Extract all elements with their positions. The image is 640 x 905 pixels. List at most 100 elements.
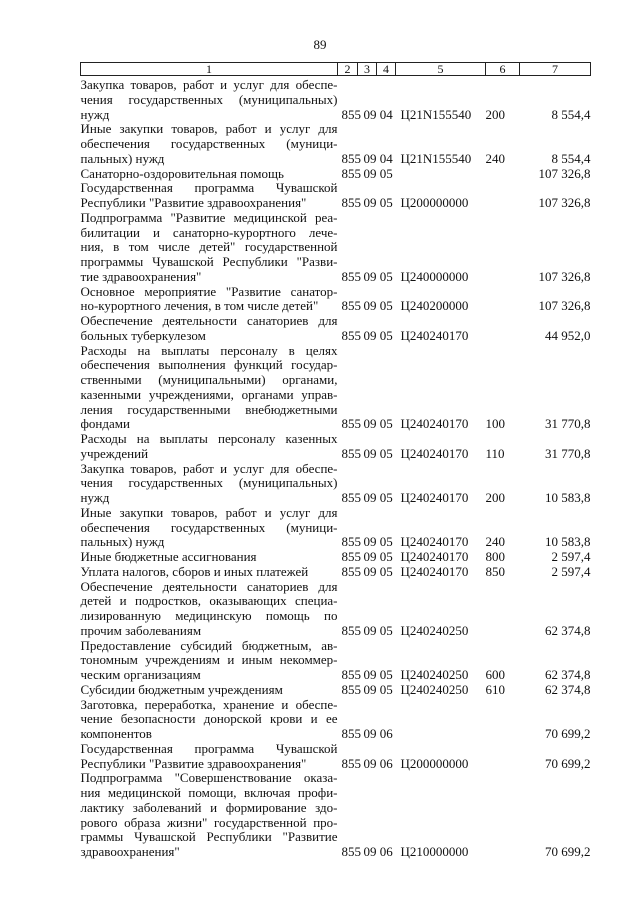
amount: 62 374,8 — [545, 667, 591, 682]
amount: 10 583,8 — [545, 490, 591, 505]
description-line: учреждений — [80, 445, 149, 461]
description-line: Закупка товаров, работ и услуг для обесп… — [80, 77, 338, 92]
amount: 70 699,2 — [545, 726, 591, 741]
amount: 107 326,8 — [538, 268, 591, 284]
table-row: Обеспечение деятельности санаториев для д… — [80, 578, 591, 639]
expense-type — [486, 771, 520, 860]
ministry-code: 855 — [341, 726, 362, 741]
description-line: Подпрограмма "Совершенствование оказа- — [80, 770, 338, 786]
section-code: 09 05 — [363, 195, 393, 210]
row-description: Расходы на выплаты персоналу казенных учр… — [80, 431, 338, 462]
target-article: Ц240200000 — [400, 298, 469, 314]
amount: 70 699,2 — [545, 844, 591, 859]
description-line: обеспечения государственных (муници- — [80, 519, 338, 535]
description-line: тие здравоохранения" — [80, 268, 202, 284]
table-row: Расходы на выплаты персоналу казенных учр… — [80, 431, 591, 462]
description-line: обеспечения государственных (муници- — [80, 136, 338, 151]
row-description: Закупка товаров, работ и услуг для обесп… — [81, 76, 338, 123]
description-line: здравоохранения" — [80, 844, 180, 859]
amount: 62 374,8 — [545, 622, 591, 638]
description-line: Основное мероприятие "Развитие санатор- — [80, 283, 338, 299]
description-line: тономным учреждениям и иным некоммер- — [80, 652, 338, 668]
section-code: 09 05 — [363, 667, 393, 682]
description-line: фондами — [80, 416, 130, 432]
description-line: Расходы на выплаты персоналу в целях — [80, 342, 338, 358]
expense-type: 600 — [485, 667, 506, 682]
amount: 107 326,8 — [538, 298, 591, 314]
target-article: Ц240240170 — [400, 327, 469, 343]
page-number: 89 — [313, 37, 327, 52]
ministry-code: 855 — [341, 165, 362, 181]
description-line: рового образа жизни" государственной про… — [80, 814, 338, 830]
description-line: Санаторно-оздоровительная помощь — [80, 165, 284, 181]
amount: 31 770,8 — [545, 416, 591, 432]
target-article: Ц240240170 — [400, 563, 469, 579]
row-description: Обеспечение деятельности санаториев для б… — [80, 313, 338, 344]
amount: 62 374,8 — [545, 681, 591, 697]
table-row: Субсидии бюджетным учреждениям 855 09 05 Ц2… — [80, 681, 591, 698]
description-line: ния медицинской помощи, включая профи- — [80, 785, 338, 800]
amount: 70 699,2 — [545, 755, 591, 771]
table-row: Заготовка, переработка, хранение и обесп… — [80, 696, 591, 742]
expense-type: 240 — [485, 534, 506, 550]
row-description: Государственная программа Чувашской Респу… — [81, 180, 338, 211]
description-line: обеспечения выполнения функций государ- — [80, 357, 338, 373]
table-row: Иные бюджетные ассигнования 855 09 05 Ц2402… — [80, 549, 591, 565]
target-article: Ц21N155540 — [400, 106, 472, 122]
expense-type: 200 — [485, 490, 506, 505]
table-row: Государственная программа Чувашской Респу… — [81, 180, 591, 211]
amount: 10 583,8 — [545, 534, 591, 550]
table-row: Закупка товаров, работ и услуг для обесп… — [80, 461, 591, 506]
header-col-6: 6 — [485, 62, 520, 76]
description-line: пальных) нужд — [80, 150, 165, 166]
header-col-7: 7 — [519, 62, 591, 76]
expense-type: 800 — [485, 549, 506, 564]
table-row: Подпрограмма "Совершенствование оказа-ни… — [80, 770, 591, 860]
ministry-code: 855 — [341, 445, 362, 461]
table-row: Санаторно-оздоровительная помощь 855 09 05… — [80, 165, 591, 182]
section-code: 09 05 — [363, 327, 393, 343]
description-line: Субсидии бюджетным учреждениям — [80, 681, 283, 697]
description-line: Заготовка, переработка, хранение и обесп… — [80, 696, 338, 712]
ministry-code: 855 — [341, 195, 362, 210]
description-line: больных туберкулезом — [80, 327, 206, 343]
description-line: нужд — [80, 106, 110, 122]
ministry-code: 855 — [341, 534, 362, 550]
table-row: Расходы на выплаты персоналу в целях обес… — [80, 342, 591, 433]
row-description: Государственная программа Чувашской Респу… — [80, 740, 338, 772]
description-line: детей и подростков, оказывающих специа- — [80, 593, 338, 609]
description-line: Уплата налогов, сборов и иных платежей — [80, 563, 309, 579]
description-line: чение безопасности донорской крови и ее — [80, 711, 338, 727]
header-col-5: 5 — [395, 62, 486, 76]
section-code: 09 04 — [363, 106, 393, 122]
target-article: Ц240240170 — [400, 445, 469, 461]
description-line: Иные бюджетные ассигнования — [80, 549, 257, 564]
amount: 31 770,8 — [545, 445, 591, 461]
ministry-code: 855 — [341, 298, 362, 314]
amount: 8 554,4 — [551, 106, 591, 122]
table-row: Государственная программа Чувашской Респу… — [80, 740, 591, 772]
header-col-2: 2 — [337, 62, 358, 76]
expense-type: 200 — [485, 106, 506, 122]
row-description: Основное мероприятие "Развитие санатор-н… — [80, 283, 338, 315]
expense-type: 110 — [485, 445, 505, 461]
ministry-code: 855 — [341, 755, 362, 771]
expense-type — [486, 211, 520, 285]
table-row: Предоставление субсидий бюджетным, ав-то… — [80, 638, 591, 683]
description-line: нужд — [80, 490, 110, 505]
expense-type — [486, 181, 520, 211]
section-code: 09 06 — [363, 844, 393, 859]
target-article: Ц21N155540 — [400, 150, 472, 166]
target-article — [396, 698, 486, 742]
header-col-1: 1 — [80, 62, 338, 76]
description-line: Государственная программа Чувашской — [80, 740, 338, 756]
description-line: Обеспечение деятельности санаториев для — [80, 578, 338, 594]
target-article: Ц240240170 — [400, 534, 469, 550]
row-description: Подпрограмма "Развитие медицинской реа-б… — [80, 210, 338, 285]
budget-table: 1 2 3 4 5 6 7 Закупка товаров, работ и у… — [80, 62, 591, 860]
row-description: Предоставление субсидий бюджетным, ав-то… — [80, 638, 338, 683]
ministry-code: 855 — [341, 563, 362, 579]
amount: 8 554,4 — [551, 150, 591, 166]
row-description: Обеспечение деятельности санаториев для д… — [80, 578, 338, 639]
description-line: чения государственных (муниципальных) — [80, 475, 338, 491]
